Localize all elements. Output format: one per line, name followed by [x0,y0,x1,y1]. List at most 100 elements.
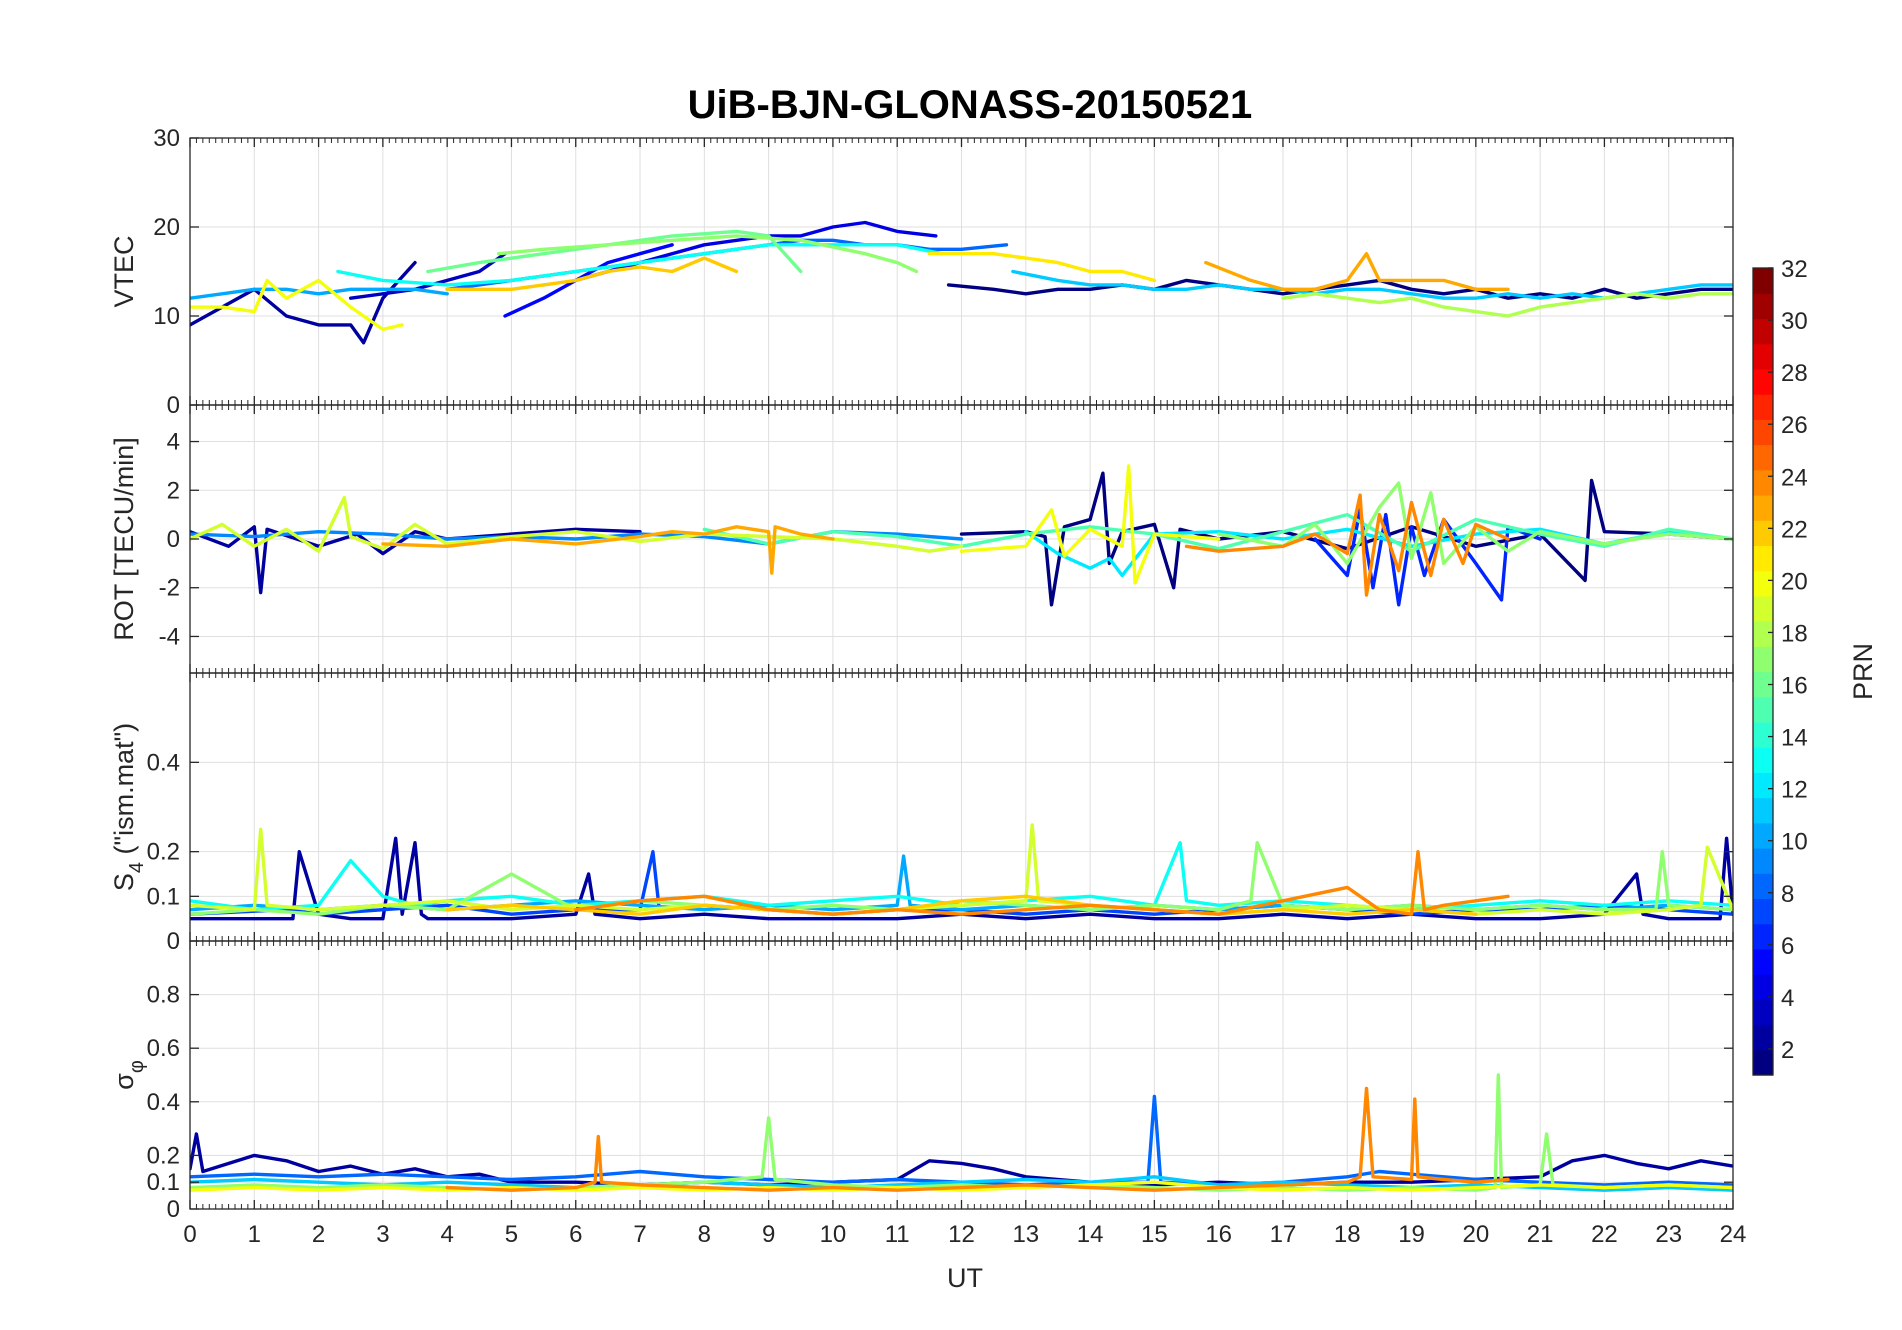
x-tick-label: 23 [1655,1221,1682,1248]
x-tick-label: 17 [1270,1221,1297,1248]
colorbar-segment [1753,772,1773,799]
x-tick-label: 18 [1334,1221,1361,1248]
colorbar-tick-label: 22 [1781,516,1808,543]
colorbar-tick-label: 10 [1781,829,1808,856]
colorbar-segment [1753,595,1773,622]
y-tick-label: 0.4 [147,1089,180,1116]
colorbar-segment [1753,696,1773,723]
x-tick-label: 9 [762,1221,775,1248]
series-prn-1 [946,278,1733,300]
colorbar-segment [1753,343,1773,370]
x-tick-label: 3 [376,1221,389,1248]
series-prn-17 [496,234,919,274]
x-tick-label: 6 [569,1221,582,1248]
colorbar-segment [1753,1049,1773,1076]
x-tick-label: 22 [1591,1221,1618,1248]
x-tick-label: 11 [885,1221,910,1248]
x-tick-label: 2 [312,1221,325,1248]
series-prn-17 [190,841,1733,916]
colorbar-segment [1753,898,1773,925]
series-prn-2 [190,836,1733,921]
series-prn-23 [1204,252,1510,291]
y-tick-label: 10 [153,303,180,330]
colorbar-tick-label: 28 [1781,360,1808,387]
x-tick-label: 1 [248,1221,261,1248]
panel-vtec: 0 10 20 30 VTEC [109,125,1734,419]
x-axis-label: UT [947,1263,983,1293]
colorbar-segment [1753,293,1773,320]
series-prn-2 [190,260,417,345]
series-prn-13 [336,243,944,287]
colorbar-segment [1753,822,1773,849]
x-tick-label: 14 [1077,1221,1104,1248]
colorbar-segment [1753,444,1773,471]
colorbar-tick-label: 24 [1781,464,1808,491]
colorbar-segment [1753,948,1773,975]
panel-s4: 0 0.1 0.2 0.4S4 ("ism.mat") [109,672,1734,955]
colorbar-segment [1753,545,1773,572]
colorbar-segment [1753,268,1773,294]
x-tick-label: 16 [1205,1221,1232,1248]
y-tick-label: 0.6 [147,1035,180,1062]
colorbar-segment [1753,848,1773,874]
colorbar-segment [1753,797,1773,824]
colorbar-tick-label: 20 [1781,568,1808,595]
series-prn-20 [190,1180,1733,1192]
series-prn-17 [1217,481,1733,566]
panel-rot: -4 -2 0 2 4 ROT [TECU/min] [109,404,1734,674]
y-tick-label: 0.2 [147,839,180,866]
x-tick-label: 13 [1012,1221,1039,1248]
series-prn-20 [959,464,1221,585]
colorbar-tick-label: 18 [1781,620,1808,647]
series-group-rot [190,464,1733,607]
colorbar-segment [1753,999,1773,1026]
y-tick-label: 0 [167,526,180,553]
colorbar-segment [1753,1024,1773,1051]
colorbar-segment [1753,394,1773,420]
y-tick-label: 0 [167,928,180,955]
y-axis-label-sigma: σφ [109,1060,148,1090]
series-prn-21 [927,252,1157,283]
colorbar-segment [1753,923,1773,950]
y-tick-label: 0.1 [147,883,180,910]
series-prn-8 [445,238,1009,291]
series-prn-22 [445,894,1478,916]
x-tick-label: 4 [440,1221,453,1248]
colorbar-tick-label: 2 [1781,1037,1794,1064]
colorbar-tick-label: 8 [1781,881,1794,908]
series-prn-10 [190,287,449,300]
series-prn-24 [1184,493,1510,597]
colorbar-box [1752,267,1774,1076]
y-tick-label: 2 [167,477,180,504]
colorbar-tick-label: 16 [1781,673,1808,700]
series-prn-19 [190,823,1733,916]
y-tick-label: 0.4 [147,749,180,776]
colorbar-segment [1753,873,1773,900]
series-prn-20 [190,278,404,332]
x-tick-label: 15 [1141,1221,1168,1248]
colorbar-tick-label: 30 [1781,308,1808,335]
x-tick-label: 12 [948,1221,975,1248]
x-tick-label: 7 [633,1221,646,1248]
colorbar-segment [1753,974,1773,1000]
y-tick-label: 30 [153,125,180,152]
series-prn-11 [190,1175,1733,1192]
x-tick-label: 20 [1462,1221,1489,1248]
series-group-sigma [190,1073,1733,1192]
x-tick-label: 8 [698,1221,711,1248]
series-prn-18 [1281,292,1733,318]
y-axis-label-vtec: VTEC [109,235,139,307]
colorbar-segment [1753,671,1773,698]
y-tick-label: 20 [153,214,180,241]
series-prn-4 [574,220,938,283]
series-prn-15 [702,512,1733,553]
colorbar-segment [1753,570,1773,597]
colorbar-segment [1753,494,1773,521]
colorbar-segment [1753,368,1773,395]
y-axis-label-rot: ROT [TECU/min] [109,437,139,641]
y-tick-label: 0.1 [147,1169,180,1196]
